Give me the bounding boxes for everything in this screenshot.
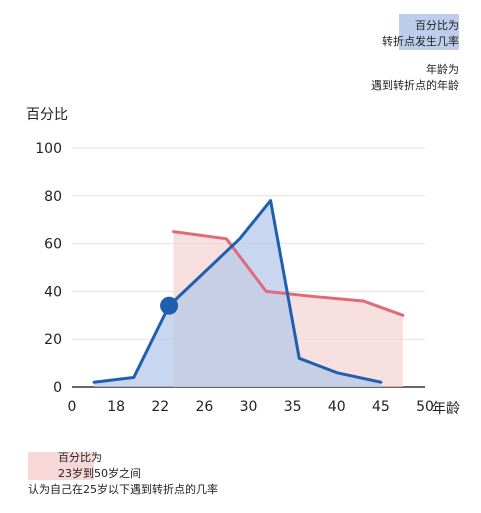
y-tick-label: 0 <box>53 380 62 396</box>
x-tick-label: 0 <box>68 399 77 415</box>
x-tick-label: 18 <box>107 399 125 415</box>
series-area-blue <box>94 200 381 387</box>
x-axis-label: 年龄 <box>432 401 460 417</box>
x-tick-label: 35 <box>284 399 302 415</box>
highlight-point <box>160 296 179 315</box>
legend-swatch-red <box>28 452 94 480</box>
x-tick-label: 50 <box>416 399 434 415</box>
legend-text-line: 年龄为 <box>426 63 459 76</box>
legend-text-line: 遇到转折点的年龄 <box>371 79 459 92</box>
legend-text-line: 百分比为 <box>58 451 102 464</box>
x-tick-label: 45 <box>372 399 390 415</box>
legend-text-line: 认为自己在25岁以下遇到转折点的几率 <box>28 483 218 496</box>
legend-bottom: 百分比为 23岁到50岁之间 认为自己在25岁以下遇到转折点的几率 <box>28 450 218 498</box>
legend-text-line: 23岁到50岁之间 <box>58 467 141 480</box>
x-tick-label: 26 <box>195 399 213 415</box>
y-axis-label: 百分比 <box>26 107 68 123</box>
y-tick-label: 40 <box>44 284 62 300</box>
x-tick-label: 30 <box>240 399 258 415</box>
legend-item-age: 年龄为 遇到转折点的年龄 <box>371 62 459 94</box>
x-tick-label: 40 <box>328 399 346 415</box>
y-tick-label: 20 <box>44 332 62 348</box>
y-tick-label: 100 <box>35 141 62 157</box>
legend-item-probability: 百分比为 转折点发生几率 <box>371 18 459 50</box>
legend-swatch-blue <box>399 14 459 50</box>
legend-text-line: 转折点发生几率 <box>382 35 459 48</box>
y-tick-label: 80 <box>44 189 62 205</box>
y-tick-label: 60 <box>44 237 62 253</box>
legend-text-line: 百分比为 <box>415 19 459 32</box>
series-line-blue <box>92 199 383 384</box>
legend-top: 百分比为 转折点发生几率 年龄为 遇到转折点的年龄 <box>371 18 459 106</box>
x-tick-label: 22 <box>151 399 169 415</box>
